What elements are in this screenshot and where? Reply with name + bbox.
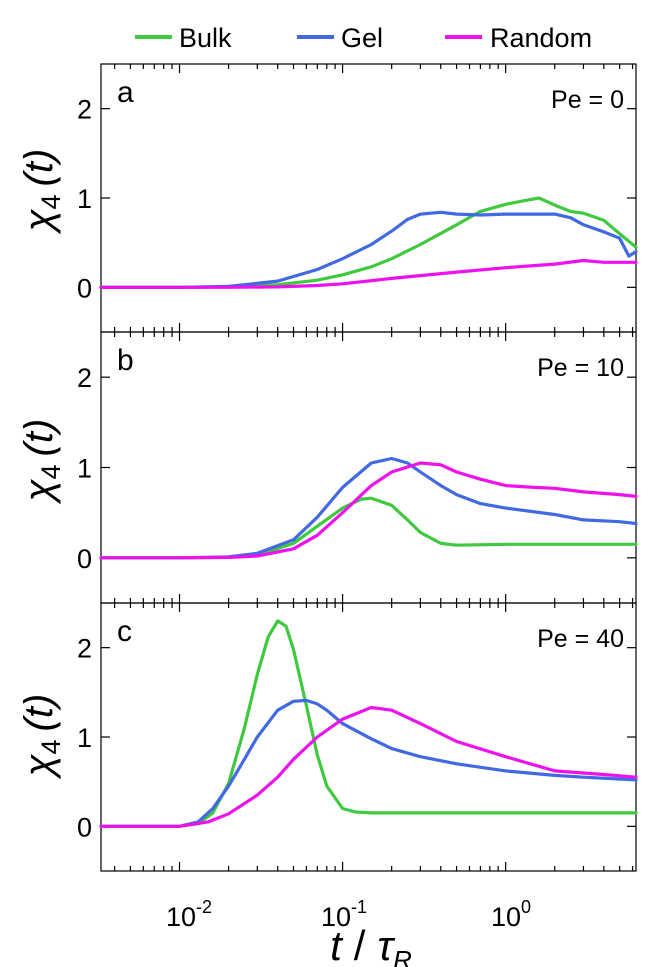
y-axis-label-c: χ4(t) — [17, 694, 66, 780]
pe-annotation-b: Pe = 10 — [537, 354, 624, 382]
legend: Bulk Gel Random — [135, 23, 592, 53]
y-tick-label: 1 — [77, 184, 92, 214]
panel-label-c: c — [117, 615, 132, 648]
panel-b: 0 1 2b Pe = 10 — [77, 331, 638, 604]
y-tick-label: 0 — [77, 544, 92, 574]
y-tick-label: 2 — [77, 634, 92, 664]
panel-a: 0 1 2a Pe = 0 — [77, 63, 638, 333]
series-line-random — [99, 258, 638, 289]
series-line-gel — [99, 456, 638, 560]
series-line-gel — [99, 210, 638, 289]
series-line-random — [99, 705, 638, 828]
y-tick-label: 2 — [77, 363, 92, 393]
series-line-gel — [99, 698, 638, 828]
x-axis-label: t / τR — [330, 922, 412, 967]
y-axis-label-a: χ4(t) — [17, 149, 66, 235]
x-tick-label: 100 — [491, 897, 531, 932]
y-tick-label: 0 — [77, 812, 92, 842]
legend-label-gel: Gel — [341, 23, 383, 53]
y-tick-label: 0 — [77, 273, 92, 303]
legend-label-random: Random — [490, 23, 592, 53]
x-tick-labels: 10-2 10-1 100 — [166, 897, 531, 932]
series-line-random — [99, 461, 638, 560]
y-tick-label: 2 — [77, 95, 92, 125]
series-line-bulk — [99, 496, 638, 560]
series-line-bulk — [99, 196, 638, 289]
y-tick-label: 1 — [77, 454, 92, 484]
x-tick-label: 10-2 — [166, 897, 212, 932]
panel-label-a: a — [117, 76, 134, 109]
pe-annotation-a: Pe = 0 — [551, 86, 624, 114]
y-tick-label: 1 — [77, 723, 92, 753]
x-tick-label: 10-1 — [321, 897, 367, 932]
panel-label-b: b — [117, 344, 134, 377]
y-axis-label-b: χ4(t) — [17, 419, 66, 505]
panel-c: 0 1 2c Pe = 40 — [77, 602, 638, 872]
legend-label-bulk: Bulk — [179, 23, 232, 53]
pe-annotation-c: Pe = 40 — [537, 625, 624, 653]
